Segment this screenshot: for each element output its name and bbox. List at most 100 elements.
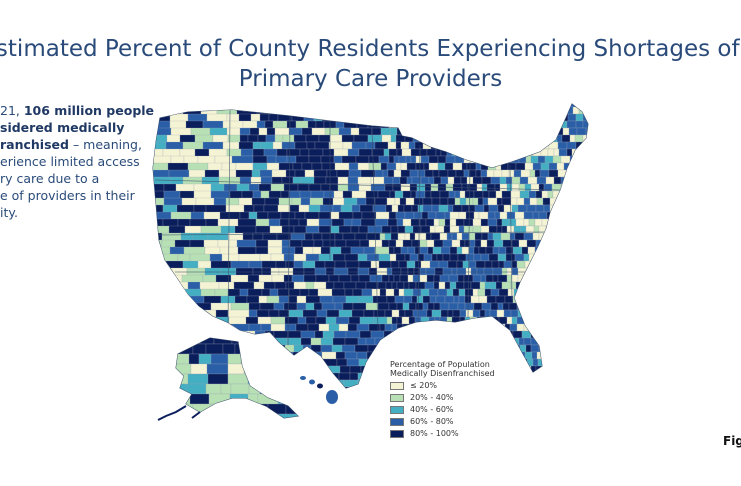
county-cell: [475, 106, 485, 115]
county-cell: [390, 134, 397, 143]
county-cell: [444, 295, 455, 304]
county-cell: [494, 183, 501, 192]
county-cell: [570, 267, 578, 276]
county-cell: [526, 204, 537, 213]
county-cell: [511, 239, 520, 248]
county-cell: [381, 113, 390, 122]
county-cell: [561, 260, 572, 269]
county-cell: [514, 232, 525, 241]
county-cell: [457, 253, 467, 262]
county-cell: [270, 316, 286, 325]
county-cell: [526, 127, 535, 136]
county-cell: [492, 106, 502, 115]
county-cell: [431, 104, 440, 108]
county-cell: [587, 246, 588, 255]
legend-title-line-1: Percentage of Population: [390, 360, 490, 369]
county-cell: [270, 253, 285, 262]
county-cell: [372, 204, 387, 213]
county-cell: [468, 148, 476, 157]
county-cell: [530, 183, 540, 192]
county-cell: [560, 106, 568, 115]
county-cell: [435, 127, 445, 136]
county-cell: [400, 183, 411, 192]
county-cell: [544, 344, 551, 353]
county-cell: [583, 260, 588, 269]
county-cell: [184, 338, 201, 345]
county-cell: [359, 316, 375, 325]
county-cell: [574, 253, 585, 262]
county-cell: [466, 106, 477, 115]
county-cell: [579, 183, 586, 192]
county-cell: [322, 148, 335, 157]
county-cell: [511, 344, 521, 353]
county-cell: [547, 148, 555, 157]
county-cell: [442, 351, 453, 360]
county-cell: [308, 183, 322, 192]
county-cell: [569, 365, 579, 374]
county-cell: [544, 379, 555, 388]
county-cell: [444, 162, 454, 171]
county-cell: [480, 330, 489, 339]
county-cell: [557, 141, 568, 150]
county-cell: [338, 309, 353, 318]
county-cell: [255, 225, 271, 234]
county-cell: [322, 330, 335, 339]
county-cell: [335, 351, 346, 360]
county-cell: [523, 120, 531, 129]
county-cell: [447, 197, 456, 206]
county-cell: [412, 274, 421, 283]
county-cell: [385, 281, 393, 290]
county-cell: [315, 365, 327, 374]
county-cell: [393, 169, 402, 178]
county-cell: [563, 365, 571, 374]
county-cell: [409, 183, 418, 192]
county-cell: [520, 134, 531, 143]
county-cell: [401, 120, 410, 129]
county-cell: [478, 211, 489, 220]
county-cell: [278, 309, 290, 318]
county-cell: [406, 176, 413, 185]
county-cell: [498, 372, 505, 381]
county-cell: [395, 162, 402, 171]
county-cell: [383, 176, 394, 185]
county-cell: [590, 268, 595, 275]
county-cell: [413, 211, 423, 220]
county-cell: [404, 309, 414, 318]
county-cell: [488, 190, 497, 199]
county-cell: [484, 120, 491, 129]
county-cell: [359, 239, 370, 248]
county-cell: [577, 344, 585, 353]
county-cell: [461, 106, 468, 115]
county-cell: [523, 232, 534, 241]
county-cell: [428, 344, 435, 353]
county-cell: [321, 162, 336, 171]
county-cell: [518, 295, 527, 304]
county-cell: [548, 309, 557, 318]
county-cell: [451, 127, 462, 136]
county-cell: [433, 218, 440, 227]
county-cell: [409, 330, 420, 339]
county-cell: [514, 253, 525, 262]
county-cell: [167, 337, 184, 354]
county-cell: [261, 338, 273, 345]
county-cell: [340, 246, 352, 255]
county-cell: [535, 386, 543, 388]
county-cell: [473, 211, 480, 220]
county-cell: [176, 373, 189, 385]
county-cell: [246, 295, 260, 304]
county-cell: [420, 176, 430, 185]
county-cell: [577, 372, 586, 381]
county-cell: [190, 323, 207, 340]
county-cell: [590, 142, 597, 149]
county-cell: [308, 204, 321, 213]
county-cell: [471, 323, 481, 332]
county-cell: [366, 253, 380, 262]
county-cell: [566, 141, 577, 150]
county-cell: [427, 211, 437, 220]
county-cell: [583, 344, 588, 353]
county-cell: [259, 302, 275, 311]
legend-item-4: 80% - 100%: [390, 429, 495, 438]
county-cell: [480, 274, 487, 283]
county-cell: [474, 204, 485, 213]
county-cell: [572, 197, 579, 206]
